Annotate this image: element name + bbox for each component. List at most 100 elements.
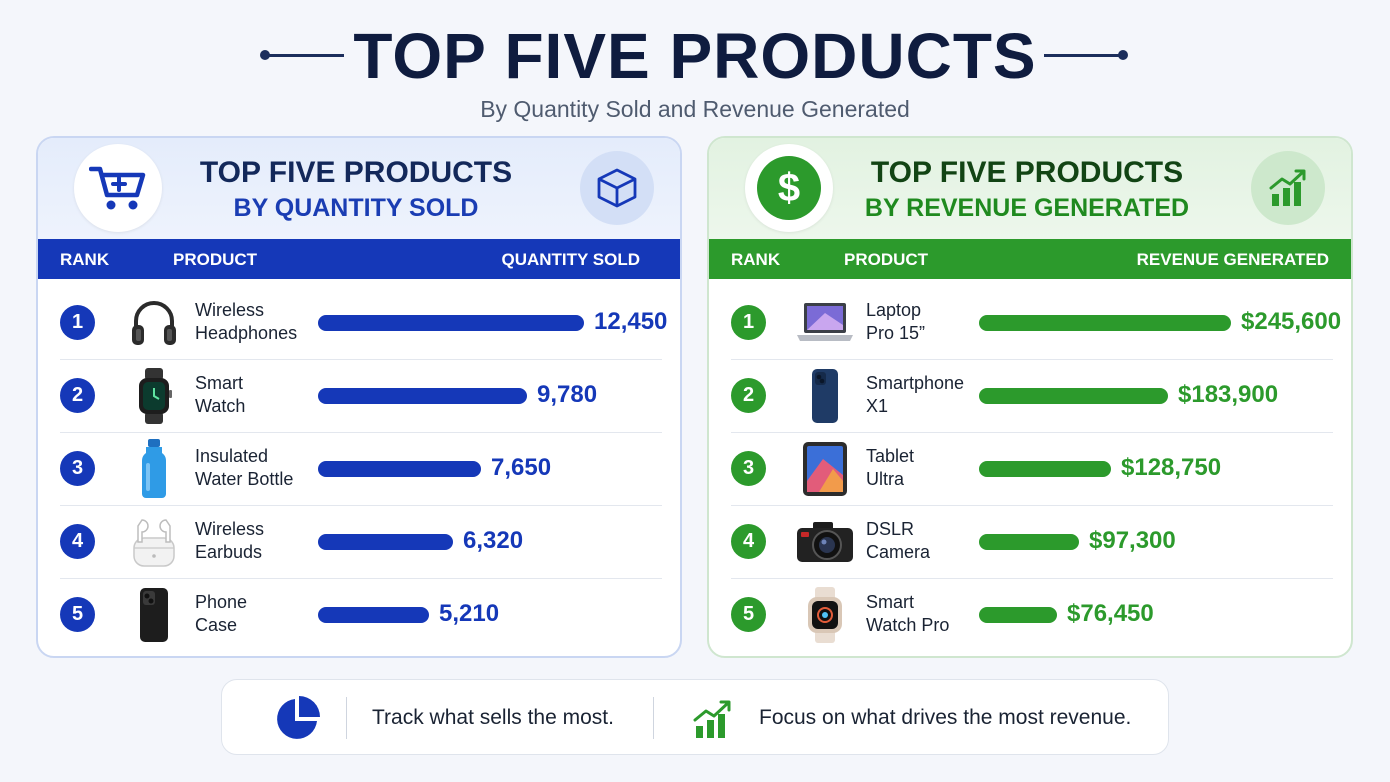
value-label: $97,300 [1089,527,1176,554]
product-name: Laptop Pro 15” [866,300,926,343]
column-header-rank: RANK [731,250,781,269]
revenue-panel-header: $ TOP FIVE PRODUCTS BY REVENUE GENERATED [709,138,1351,240]
tablet-icon [795,439,855,499]
product-name: Smart Watch Pro [866,592,950,635]
column-header-product: PRODUCT [173,250,258,269]
pie-chart-icon [274,696,320,747]
product-name: DSLR Camera [866,519,931,562]
camera-icon [795,512,855,572]
value-bar [318,315,584,331]
smartwatch-icon [124,366,184,426]
page-header: TOP FIVE PRODUCTS By Quantity Sold and R… [0,18,1390,123]
table-row: 5 Phone Case 5,210 [60,579,662,652]
value-bar [979,388,1168,404]
footer-right-text: Focus on what drives the most revenue. [759,706,1132,729]
smartwatch-pro-icon [795,585,855,645]
column-header-revenue: REVENUE GENERATED [1136,250,1329,269]
growth-chart-icon [1251,151,1325,225]
box-icon [580,151,654,225]
water-bottle-icon [124,439,184,499]
revenue-table-header: RANK PRODUCT REVENUE GENERATED [709,239,1351,279]
revenue-panel: $ TOP FIVE PRODUCTS BY REVENUE GENERATED… [707,136,1353,658]
page-subtitle: By Quantity Sold and Revenue Generated [480,96,910,122]
column-header-quantity: QUANTITY SOLD [501,250,640,269]
growth-chart-icon [692,696,736,745]
value-bar [318,388,527,404]
product-name: Wireless Earbuds [195,519,265,562]
value-bar [318,461,481,477]
rank-badge: 4 [60,524,95,559]
quantity-title-line2: BY QUANTITY SOLD [233,194,479,222]
value-label: $76,450 [1067,600,1154,627]
rank-badge: 3 [60,451,95,486]
rank-badge: 1 [60,305,95,340]
row-divider [731,432,1333,433]
value-bar [979,607,1057,623]
row-divider [60,432,662,433]
quantity-title-line1: TOP FIVE PRODUCTS [199,156,513,189]
product-name: Wireless Headphones [195,300,298,343]
headphones-icon [124,293,184,353]
footer-left-text: Track what sells the most. [372,706,614,729]
rank-badge: 5 [60,597,95,632]
value-label: 9,780 [537,381,598,408]
table-row: 1 Wireless Headphones 12,450 [60,287,667,360]
product-name: Insulated Water Bottle [195,446,294,489]
value-label: $128,750 [1121,454,1222,481]
row-divider [731,359,1333,360]
rank-badge: 3 [731,451,766,486]
revenue-title-line2: BY REVENUE GENERATED [864,194,1190,222]
revenue-title-line1: TOP FIVE PRODUCTS [870,156,1184,189]
laptop-icon [795,293,855,353]
value-bar [318,534,453,550]
row-divider [731,505,1333,506]
value-label: 7,650 [491,454,552,481]
phone-case-icon [124,585,184,645]
value-bar [979,534,1079,550]
table-row: 3 Insulated Water Bottle 7,650 [60,433,662,506]
value-label: 6,320 [463,527,524,554]
row-divider [60,359,662,360]
smartphone-icon [795,366,855,426]
product-name: Phone Case [195,592,248,635]
column-header-product: PRODUCT [844,250,929,269]
value-label: 12,450 [594,308,668,335]
row-divider [731,578,1333,579]
table-row: 2 Smartphone X1 $183,900 [731,360,1333,433]
value-bar [318,607,429,623]
column-header-rank: RANK [60,250,110,269]
product-name: Smartphone X1 [866,373,965,416]
row-divider [60,578,662,579]
quantity-panel-header: TOP FIVE PRODUCTS BY QUANTITY SOLD [38,138,680,240]
table-row: 4 Wireless Earbuds 6,320 [60,506,662,579]
title-decoration-left [260,50,344,60]
product-name: Tablet Ultra [866,446,915,489]
value-label: 5,210 [439,600,500,627]
title-decoration-right [1044,50,1128,60]
value-label: $245,600 [1241,308,1342,335]
table-row: 3 Tablet Ultra $128,750 [731,433,1333,506]
footer-divider [653,697,654,739]
product-name: Smart Watch [195,373,246,416]
shopping-cart-icon [74,144,162,232]
table-row: 4 DSLR Camera $97,300 [731,506,1333,579]
earbuds-icon [124,512,184,572]
quantity-table-header: RANK PRODUCT QUANTITY SOLD [38,239,680,279]
footer-banner: Track what sells the most. Focus on what… [221,679,1169,755]
value-bar [979,461,1111,477]
rank-badge: 1 [731,305,766,340]
dollar-icon: $ [745,144,833,232]
quantity-panel: TOP FIVE PRODUCTS BY QUANTITY SOLD RANK … [36,136,682,658]
footer-divider [346,697,347,739]
rank-badge: 2 [731,378,766,413]
page-title: TOP FIVE PRODUCTS [353,20,1037,92]
row-divider [60,505,662,506]
value-bar [979,315,1231,331]
table-row: 5 Smart Watch Pro $76,450 [731,579,1333,652]
rank-badge: 5 [731,597,766,632]
value-label: $183,900 [1178,381,1279,408]
table-row: 2 Smart Watch 9,780 [60,360,662,433]
table-row: 1 Laptop Pro 15” $245,600 [731,287,1341,360]
rank-badge: 2 [60,378,95,413]
svg-text:$: $ [778,166,800,210]
